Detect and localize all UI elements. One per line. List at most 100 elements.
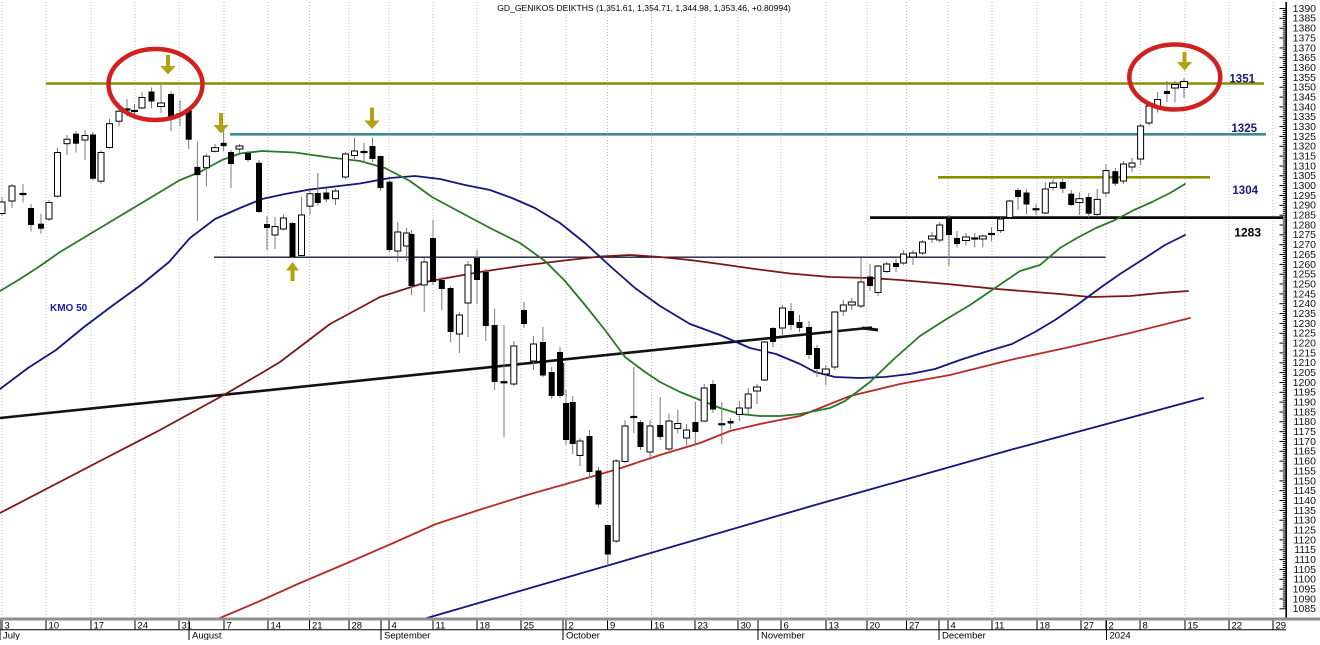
svg-text:4: 4: [951, 620, 956, 631]
svg-text:14: 14: [271, 620, 282, 631]
svg-text:July: July: [3, 631, 20, 641]
svg-text:23: 23: [698, 620, 709, 631]
svg-text:1345: 1345: [1293, 92, 1317, 104]
svg-text:1360: 1360: [1293, 62, 1317, 74]
svg-text:1170: 1170: [1293, 436, 1316, 448]
svg-text:1340: 1340: [1293, 101, 1317, 113]
svg-text:1105: 1105: [1293, 564, 1316, 576]
svg-text:1145: 1145: [1293, 485, 1316, 497]
svg-text:1225: 1225: [1293, 328, 1317, 340]
svg-text:11: 11: [436, 620, 446, 631]
svg-text:1190: 1190: [1293, 397, 1316, 409]
svg-text:1300: 1300: [1293, 180, 1317, 192]
svg-text:10: 10: [49, 620, 60, 631]
svg-text:1120: 1120: [1293, 534, 1316, 546]
svg-text:October: October: [566, 631, 600, 641]
svg-text:1235: 1235: [1293, 308, 1317, 320]
svg-text:1220: 1220: [1293, 338, 1317, 350]
svg-text:1380: 1380: [1293, 23, 1317, 35]
svg-text:2024: 2024: [1110, 631, 1131, 641]
svg-text:31: 31: [182, 620, 193, 631]
svg-text:27: 27: [1084, 620, 1095, 631]
svg-text:1250: 1250: [1293, 278, 1317, 290]
svg-text:1165: 1165: [1293, 446, 1316, 458]
svg-text:1260: 1260: [1293, 259, 1317, 271]
svg-text:4: 4: [392, 620, 397, 631]
svg-text:28: 28: [352, 620, 363, 631]
svg-text:November: November: [761, 631, 805, 641]
svg-text:16: 16: [654, 620, 665, 631]
svg-text:1255: 1255: [1293, 269, 1317, 281]
svg-text:1283: 1283: [1234, 226, 1261, 240]
svg-text:1090: 1090: [1293, 593, 1317, 605]
svg-text:1095: 1095: [1293, 584, 1317, 596]
svg-text:1185: 1185: [1293, 406, 1316, 418]
svg-text:1195: 1195: [1293, 387, 1316, 399]
svg-text:1270: 1270: [1293, 239, 1317, 251]
svg-text:1390: 1390: [1293, 3, 1317, 15]
svg-text:August: August: [192, 631, 222, 641]
svg-text:2: 2: [569, 620, 574, 631]
svg-text:1351: 1351: [1229, 74, 1255, 86]
svg-text:6: 6: [784, 620, 789, 631]
svg-text:1285: 1285: [1293, 210, 1317, 222]
svg-text:1320: 1320: [1293, 141, 1317, 153]
svg-text:1240: 1240: [1293, 298, 1317, 310]
svg-text:1350: 1350: [1293, 82, 1317, 94]
svg-text:1110: 1110: [1294, 554, 1316, 566]
svg-text:1305: 1305: [1293, 170, 1317, 182]
svg-text:December: December: [942, 631, 986, 641]
svg-text:1310: 1310: [1293, 160, 1317, 172]
svg-text:27: 27: [909, 620, 920, 631]
svg-text:1295: 1295: [1293, 190, 1317, 202]
svg-text:1130: 1130: [1293, 515, 1316, 527]
svg-text:1365: 1365: [1293, 52, 1317, 64]
svg-text:1275: 1275: [1293, 229, 1317, 241]
svg-text:GD_GENIKOS DEIKTHS (1,351.61,: GD_GENIKOS DEIKTHS (1,351.61, 1,354.71, …: [497, 3, 791, 13]
svg-text:17: 17: [94, 620, 105, 631]
svg-text:13: 13: [829, 620, 840, 631]
svg-text:1230: 1230: [1293, 318, 1317, 330]
svg-text:1355: 1355: [1293, 72, 1317, 84]
svg-text:1370: 1370: [1293, 42, 1317, 54]
svg-text:1304: 1304: [1232, 185, 1258, 197]
svg-text:15: 15: [1188, 620, 1199, 631]
svg-text:1155: 1155: [1293, 465, 1316, 477]
svg-text:20: 20: [870, 620, 881, 631]
svg-text:9: 9: [610, 620, 615, 631]
svg-text:25: 25: [524, 620, 535, 631]
svg-text:18: 18: [1040, 620, 1051, 631]
svg-text:KMO 50: KMO 50: [50, 303, 88, 314]
svg-text:1200: 1200: [1293, 377, 1317, 389]
svg-text:1175: 1175: [1293, 426, 1316, 438]
svg-text:1135: 1135: [1293, 505, 1316, 517]
svg-text:22: 22: [1232, 620, 1243, 631]
svg-text:24: 24: [138, 620, 149, 631]
svg-text:1140: 1140: [1293, 495, 1316, 507]
svg-text:21: 21: [312, 620, 323, 631]
svg-text:18: 18: [480, 620, 491, 631]
svg-text:1245: 1245: [1293, 288, 1317, 300]
svg-text:7: 7: [227, 620, 232, 631]
svg-text:1085: 1085: [1293, 603, 1317, 615]
svg-text:1325: 1325: [1231, 123, 1257, 135]
svg-text:1325: 1325: [1293, 131, 1317, 143]
svg-text:29: 29: [1276, 620, 1287, 631]
svg-text:1335: 1335: [1293, 111, 1317, 123]
svg-text:1125: 1125: [1293, 525, 1316, 537]
svg-text:2: 2: [1109, 620, 1114, 631]
svg-text:1385: 1385: [1293, 13, 1317, 25]
svg-text:1205: 1205: [1293, 367, 1317, 379]
svg-text:1180: 1180: [1293, 416, 1316, 428]
svg-text:30: 30: [741, 620, 752, 631]
svg-text:1160: 1160: [1293, 456, 1316, 468]
svg-text:8: 8: [1143, 620, 1148, 631]
svg-text:1265: 1265: [1293, 249, 1317, 261]
svg-text:1210: 1210: [1293, 357, 1317, 369]
svg-text:1290: 1290: [1293, 200, 1317, 212]
svg-text:1150: 1150: [1293, 475, 1316, 487]
svg-text:September: September: [384, 631, 430, 641]
svg-text:1100: 1100: [1293, 574, 1316, 586]
svg-text:3: 3: [5, 620, 10, 631]
svg-text:1280: 1280: [1293, 219, 1317, 231]
